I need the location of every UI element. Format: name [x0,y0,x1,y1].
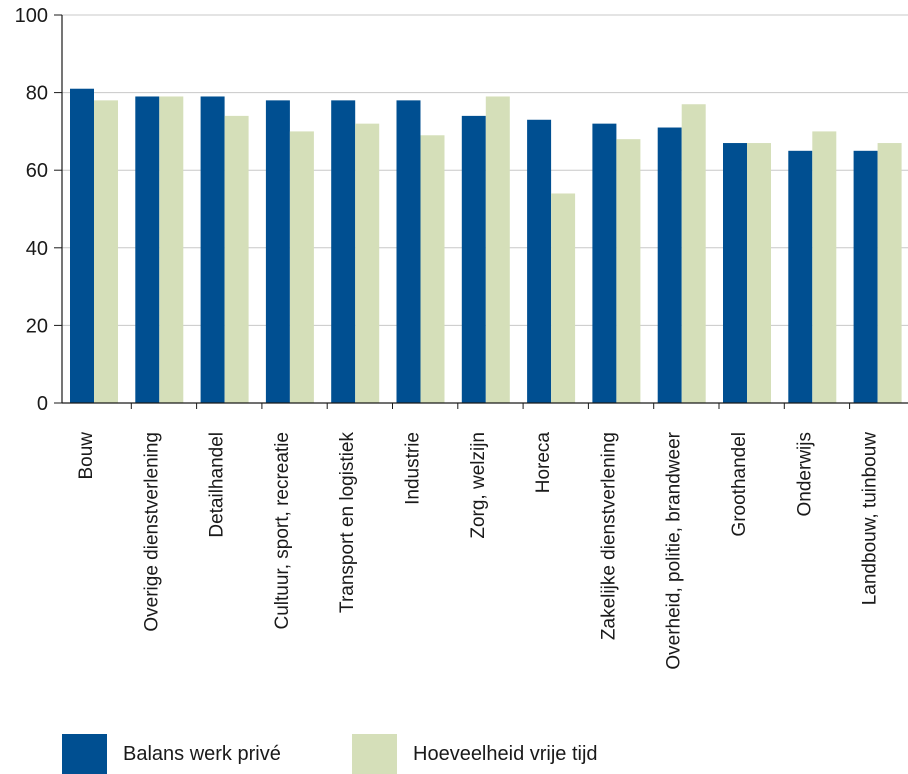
bar-vrije-tijd [485,96,510,403]
bar-vrije-tijd [94,100,118,404]
bar-balans [135,96,160,403]
bar-vrije-tijd [355,123,380,403]
x-tick-label: Zakelijke dienstverlening [598,432,619,640]
bar-balans [853,150,878,403]
x-tick-label: Industrie [403,432,424,505]
y-tick-label: 80 [26,83,48,105]
bar-balans [265,100,290,404]
legend-item-vrije-tijd: Hoeveelheid vrije tijd [352,734,598,774]
x-tick-labels: Bouw Overige dienstverlening Detailhandel C… [76,431,881,669]
bar-vrije-tijd [551,193,576,403]
bar-balans [331,100,356,404]
legend-swatch-balans [62,734,107,774]
bars [70,88,902,404]
y-tick-label: 0 [37,393,48,415]
x-tick-label: Groothandel [729,432,750,537]
x-tick-label: Onderwijs [794,432,815,516]
bar-balans [70,88,94,403]
y-tick-label: 60 [26,160,48,182]
bar-vrije-tijd [224,115,249,403]
bar-vrije-tijd [289,131,314,403]
bar-balans [461,115,486,403]
bar-balans [723,143,747,404]
bar-balans [657,127,682,404]
bar-vrije-tijd [877,143,902,404]
x-tick-label: Overheid, politie, brandweer [664,431,685,669]
bar-vrije-tijd [420,135,445,403]
legend-swatch-vrije-tijd [352,734,397,774]
bar-chart: 0 20 40 60 80 100 Bouw Overige dienstverlening… [15,5,908,670]
bar-balans [527,119,552,403]
bar-vrije-tijd [812,131,837,403]
bar-balans [396,100,421,404]
legend-item-balans: Balans werk privé [62,734,281,774]
bar-balans [592,123,617,403]
y-tick-labels: 0 20 40 60 80 100 [15,5,48,415]
y-tick-label: 20 [26,315,48,337]
bar-vrije-tijd [616,139,641,403]
bar-balans [788,150,813,403]
bar-balans [200,96,225,403]
legend-label-balans: Balans werk privé [123,742,281,765]
x-tick-label: Horeca [533,432,554,494]
y-tick-label: 40 [26,238,48,260]
x-tick-label: Detailhandel [207,432,228,538]
bar-vrije-tijd [159,96,184,403]
x-tick-label: Zorg, welzijn [468,432,489,539]
x-tick-label: Landbouw, tuinbouw [860,432,881,606]
y-tick-label: 100 [15,5,48,27]
bar-vrije-tijd [681,104,706,404]
bar-vrije-tijd [747,143,771,404]
x-tick-label: Bouw [76,432,97,480]
legend-label-vrije-tijd: Hoeveelheid vrije tijd [413,742,598,765]
x-tick-label: Cultuur, sport, recreatie [272,432,293,629]
x-tick-label: Overige dienstverlening [141,432,162,632]
x-tick-label: Transport en logistiek [337,432,358,613]
axes [61,15,908,409]
